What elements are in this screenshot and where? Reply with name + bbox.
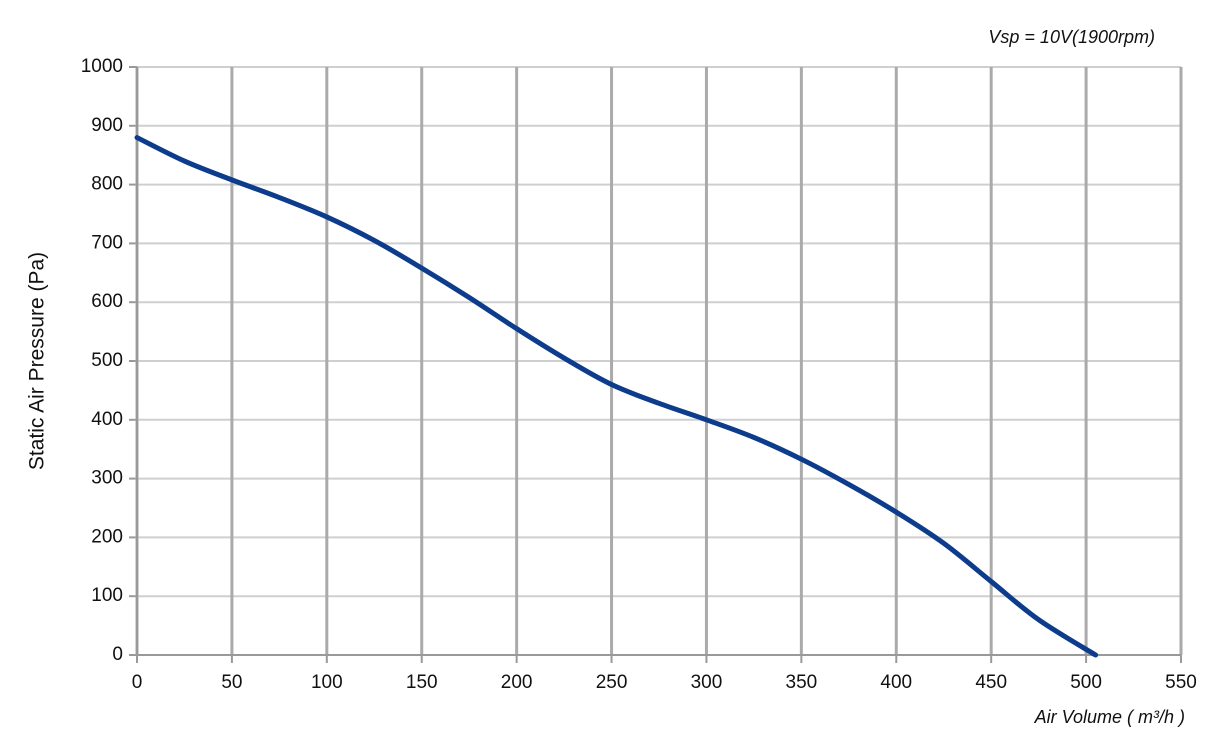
x-axis-label: Air Volume ( m³/h )	[1034, 707, 1185, 727]
x-tick-label: 200	[501, 672, 533, 693]
y-tick-label: 200	[91, 526, 123, 547]
x-tick-label: 0	[132, 672, 143, 693]
x-tick-label: 350	[786, 672, 818, 693]
x-tick-label: 550	[1165, 672, 1197, 693]
y-tick-label: 500	[91, 350, 123, 371]
y-tick-label: 600	[91, 291, 123, 312]
y-tick-label: 900	[91, 115, 123, 136]
x-tick-label: 450	[975, 672, 1007, 693]
x-tick-label: 250	[596, 672, 628, 693]
y-axis-label: Static Air Pressure (Pa)	[26, 252, 49, 470]
y-tick-label: 700	[91, 232, 123, 253]
y-tick-label: 0	[112, 644, 123, 665]
y-tick-label: 800	[91, 174, 123, 195]
y-tick-label: 400	[91, 409, 123, 430]
x-tick-label: 100	[311, 672, 343, 693]
y-tick-label: 300	[91, 468, 123, 489]
x-tick-label: 50	[221, 672, 242, 693]
y-tick-label: 1000	[81, 56, 123, 77]
y-tick-label: 100	[91, 585, 123, 606]
chart-title: Vsp = 10V(1900rpm)	[988, 27, 1155, 47]
x-tick-label: 500	[1070, 672, 1102, 693]
x-tick-label: 300	[691, 672, 723, 693]
curve	[134, 135, 1099, 658]
x-tick-label: 400	[880, 672, 912, 693]
x-tick-label: 150	[406, 672, 438, 693]
